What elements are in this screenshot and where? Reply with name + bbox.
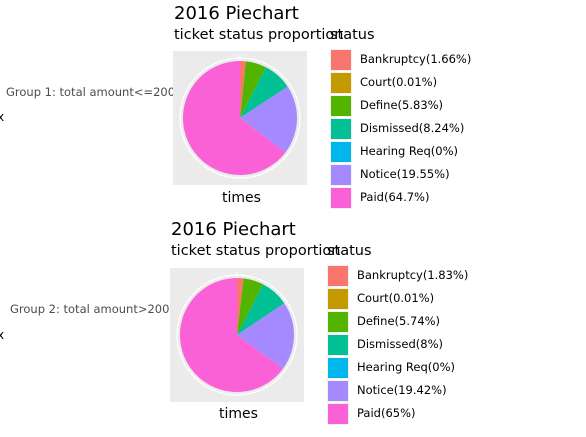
legend-label: Hearing Req(0%)	[357, 360, 456, 374]
chart-panel-1: 2016 Piechart ticket status proportion s…	[0, 0, 586, 218]
chart-title: 2016 Piechart	[174, 3, 299, 24]
legend-item: Dismissed(8%)	[327, 334, 527, 357]
pie-chart	[179, 55, 301, 179]
legend-key	[327, 380, 349, 402]
legend-item: Define(5.83%)	[330, 95, 530, 118]
chart-subtitle: ticket status proportion	[171, 243, 341, 259]
pie-slice	[179, 278, 284, 392]
legend-item: Bankruptcy(1.83%)	[327, 265, 527, 288]
legend-item: Hearing Req(0%)	[327, 357, 527, 380]
pie-slice	[240, 61, 246, 118]
legend-label: Define(5.83%)	[360, 98, 444, 112]
legend-swatch	[328, 266, 348, 286]
legend-swatch	[331, 50, 351, 70]
legend-item: Paid(65%)	[327, 403, 527, 426]
legend-swatch	[331, 165, 351, 185]
legend-item: Hearing Req(0%)	[330, 141, 530, 164]
legend-label: Bankruptcy(1.66%)	[360, 52, 472, 66]
legend-swatch	[331, 73, 351, 93]
pie-slice	[240, 86, 297, 153]
legend-key	[330, 118, 352, 140]
legend-key	[330, 164, 352, 186]
legend-key	[327, 311, 349, 333]
legend-key	[330, 72, 352, 94]
pie-slice	[237, 278, 264, 335]
facet-group-label: Group 1: total amount<=2000	[6, 85, 183, 99]
legend-key	[327, 334, 349, 356]
x-axis-label: times	[219, 406, 258, 422]
pie-chart	[176, 272, 298, 396]
y-axis-label: x	[0, 328, 5, 342]
y-axis-label: x	[0, 110, 5, 124]
pie-slice	[240, 61, 266, 118]
legend-label: Paid(65%)	[357, 406, 416, 420]
legend-key	[327, 288, 349, 310]
legend-swatch	[328, 381, 348, 401]
legend-swatch	[328, 404, 348, 424]
pie-slice	[183, 61, 286, 175]
legend-key	[330, 49, 352, 71]
legend-swatch	[328, 289, 348, 309]
legend-label: Dismissed(8%)	[357, 337, 444, 351]
legend-swatch	[331, 96, 351, 116]
legend-label: Paid(64.7%)	[360, 190, 430, 204]
legend-label: Notice(19.55%)	[360, 167, 450, 181]
legend-label: Notice(19.42%)	[357, 383, 447, 397]
legend-item: Notice(19.55%)	[330, 164, 530, 187]
plot-area	[173, 51, 307, 185]
chart-panel-2: 2016 Piechart ticket status proportion s…	[0, 218, 586, 436]
legend-swatch	[328, 335, 348, 355]
legend-swatch	[328, 358, 348, 378]
chart-subtitle: ticket status proportion	[174, 27, 344, 43]
plot-area	[170, 268, 304, 402]
pie-slice	[237, 303, 294, 369]
legend-item: Court(0.01%)	[330, 72, 530, 95]
legend-item: Court(0.01%)	[327, 288, 527, 311]
pie-slice	[240, 67, 288, 118]
legend-label: Define(5.74%)	[357, 314, 441, 328]
legend-key	[327, 357, 349, 379]
pie-slice	[237, 284, 285, 335]
legend-swatch	[331, 142, 351, 162]
legend-title: status	[330, 27, 375, 43]
x-axis-label: times	[222, 190, 261, 206]
legend-key	[330, 187, 352, 209]
legend-swatch	[328, 312, 348, 332]
legend-key	[327, 403, 349, 425]
legend-swatch	[331, 188, 351, 208]
legend-label: Dismissed(8.24%)	[360, 121, 465, 135]
legend-key	[330, 141, 352, 163]
facet-group-label: Group 2: total amount>2000	[10, 302, 177, 316]
legend-label: Court(0.01%)	[360, 75, 438, 89]
legend-swatch	[331, 119, 351, 139]
chart-title: 2016 Piechart	[171, 219, 296, 240]
legend-key	[327, 265, 349, 287]
legend-label: Hearing Req(0%)	[360, 144, 459, 158]
legend-label: Bankruptcy(1.83%)	[357, 268, 469, 282]
pie-slice	[237, 278, 244, 335]
legend-item: Dismissed(8.24%)	[330, 118, 530, 141]
legend-item: Paid(64.7%)	[330, 187, 530, 210]
legend-item: Define(5.74%)	[327, 311, 527, 334]
pie-slice	[240, 61, 246, 118]
legend-item: Bankruptcy(1.66%)	[330, 49, 530, 72]
legend-title: status	[327, 243, 372, 259]
pie-slice	[237, 278, 244, 335]
legend-item: Notice(19.42%)	[327, 380, 527, 403]
legend-key	[330, 95, 352, 117]
legend-label: Court(0.01%)	[357, 291, 435, 305]
